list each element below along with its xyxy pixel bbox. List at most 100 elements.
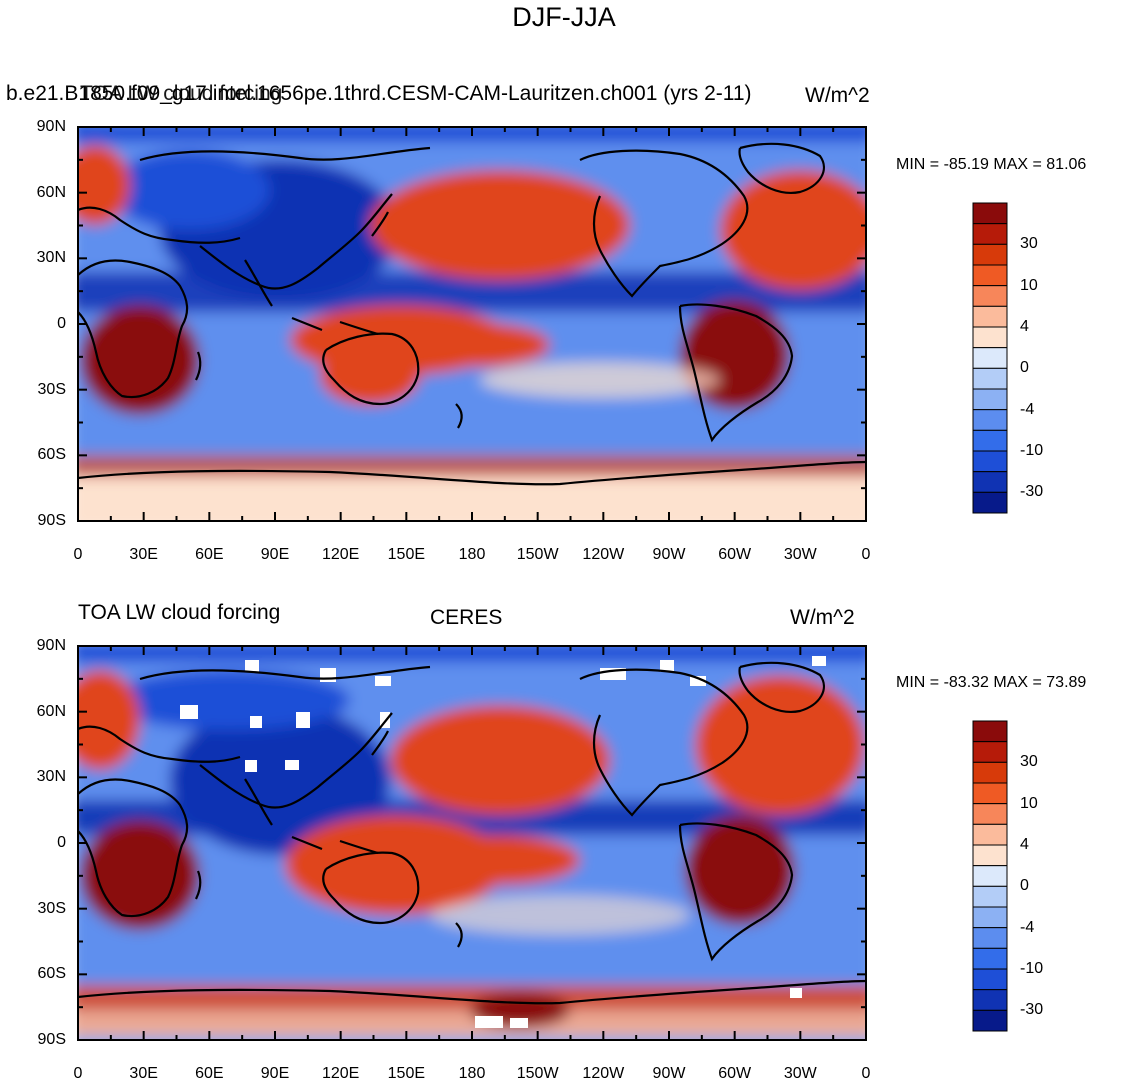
colorbar-label: 30 [1020,235,1038,253]
lat-label: 60S [37,446,66,464]
colorbar-label: 0 [1020,359,1029,377]
colorbar-label: -10 [1020,960,1044,977]
colorbar-swatch [972,844,1008,867]
colorbar-swatch [972,471,1008,493]
panel1-min-max: MIN = -85.19 MAX = 81.06 [896,156,1087,173]
lat-label: 30N [36,768,66,786]
colorbar-swatch [972,885,1008,908]
lon-label: 30E [129,1065,158,1082]
panel1-units: W/m^2 [805,84,870,107]
colorbar-label: 10 [1020,794,1038,812]
lon-label: 0 [73,546,83,563]
lat-label: 90S [37,1031,66,1048]
coastlines-model [78,142,866,486]
colorbar-swatch [972,741,1008,763]
lon-label: 90W [652,1065,686,1082]
map-panel-model [78,127,866,521]
lat-label: 60S [37,965,66,983]
colorbar-swatch [972,906,1008,929]
lon-label: 0 [73,1065,83,1082]
lon-label: 30W [783,1065,817,1082]
lon-label: 90E [260,1065,290,1082]
lat-label: 90S [37,512,66,529]
colorbar-swatch [972,761,1008,784]
lon-label: 150E [387,546,426,563]
colorbar-swatch [972,264,1008,287]
panel2-center-label: CERES [430,606,503,629]
colorbar-swatch [972,450,1008,473]
colorbar-label: 10 [1020,276,1038,294]
colorbar-swatch [972,429,1008,452]
lon-label: 90W [652,546,686,563]
lon-label: 180 [458,546,486,563]
panel1-center-label: b.e21.B1850.f09_g17.intel.1656pe.1thrd.C… [6,82,752,105]
colorbar-label: -4 [1020,400,1035,418]
lat-label: 30S [37,899,66,917]
colorbar-swatch [972,865,1008,887]
lat-label: 60N [36,702,66,720]
lat-label: 90N [36,637,66,654]
lon-label: 150W [516,1065,559,1082]
colorbar-swatch [972,720,1008,743]
lat-label: 30N [36,249,66,267]
colorbar-label: 0 [1020,877,1029,895]
colorbar-swatch [972,409,1008,431]
colorbar-swatch [972,388,1008,411]
colorbar-swatch [972,202,1008,225]
lat-label: 30S [37,380,66,398]
colorbar-swatch [972,823,1008,846]
lon-label: 120E [321,1065,360,1082]
colorbar-swatch [972,367,1008,390]
panel1-left-label: TOA LW cloud forcing [80,82,283,105]
lon-label: 120W [582,546,625,563]
lon-label: 0 [861,546,871,563]
colorbar-swatch [972,782,1008,805]
lat-label: 0 [57,315,66,332]
colorbar-swatch [972,347,1008,369]
lat-label: 90N [36,118,66,135]
lon-label: 120E [321,546,360,563]
colorbar-label: -10 [1020,442,1044,459]
colorbar-swatch [972,491,1008,514]
colorbar-swatch [972,223,1008,245]
colorbar-label: -4 [1020,918,1035,936]
lon-label: 90E [260,546,290,563]
colorbar-label: 4 [1020,836,1029,853]
lon-label: 150E [387,1065,426,1082]
lon-label: 60W [718,546,752,563]
panel2-units: W/m^2 [790,606,855,629]
lon-label: 0 [861,1065,871,1082]
colorbar-swatch [972,243,1008,266]
colorbar-label: -30 [1020,483,1044,501]
lon-label: 30W [783,546,817,563]
colorbar-ceres [972,720,1008,1032]
colorbar-swatch [972,803,1008,825]
lon-label: 60W [718,1065,752,1082]
lon-label: 60E [195,546,224,563]
panel2-left-label: TOA LW cloud forcing [78,601,281,624]
lon-label: 30E [129,546,158,563]
colorbar-swatch [972,989,1008,1011]
lon-label: 60E [195,1065,224,1082]
figure-title: DJF-JJA [512,2,616,32]
colorbar-model [972,202,1008,514]
colorbar-label: 4 [1020,318,1029,335]
colorbar-swatch [972,1009,1008,1032]
map-panel-ceres [78,646,866,1040]
lat-label: 0 [57,834,66,851]
colorbar-swatch [972,968,1008,991]
colorbar-swatch [972,927,1008,949]
panel2-min-max: MIN = -83.32 MAX = 73.89 [896,674,1087,691]
colorbar-swatch [972,326,1008,349]
lon-label: 180 [458,1065,486,1082]
lon-label: 150W [516,546,559,563]
colorbar-swatch [972,305,1008,328]
colorbar-label: -30 [1020,1001,1044,1019]
lon-label: 120W [582,1065,625,1082]
axis-ticks [77,126,867,1041]
colorbar-swatch [972,947,1008,970]
lat-label: 60N [36,183,66,201]
colorbar-swatch [972,285,1008,307]
colorbar-label: 30 [1020,753,1038,771]
